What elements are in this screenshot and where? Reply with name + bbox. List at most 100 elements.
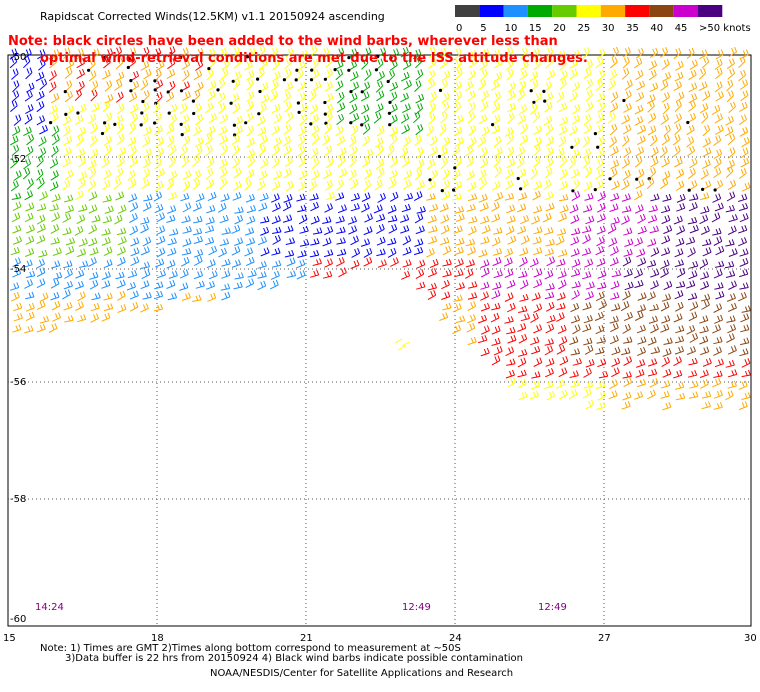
wind-barb (596, 113, 603, 123)
wind-barb (167, 260, 175, 268)
wind-barb (661, 391, 670, 398)
wind-barb (350, 104, 358, 114)
wind-barb (455, 247, 464, 255)
wind-barb (208, 91, 216, 101)
wind-barb (154, 282, 163, 289)
contamination-dot (349, 121, 352, 124)
wind-barb (351, 203, 360, 211)
wind-barb (247, 126, 254, 137)
wind-barb (337, 180, 344, 191)
wind-barb (193, 228, 202, 235)
contamination-dot (438, 155, 441, 158)
wind-barb (296, 260, 304, 268)
wind-barb (542, 82, 551, 93)
wind-barb (183, 181, 190, 192)
wind-barb (560, 205, 569, 213)
wind-barb (10, 101, 17, 112)
wind-barb (221, 270, 230, 278)
wind-barb (37, 259, 45, 268)
wind-barb (25, 248, 33, 256)
wind-barb (637, 136, 645, 145)
wind-barb (466, 239, 475, 246)
contamination-dot (258, 90, 261, 93)
wind-barb (726, 333, 734, 342)
wind-barb (196, 281, 205, 288)
wind-barb (377, 145, 384, 156)
wind-barb (258, 127, 266, 136)
wind-barb (637, 347, 645, 356)
wind-barb (25, 213, 33, 222)
wind-barb (143, 237, 151, 246)
wind-barb (128, 137, 136, 146)
wind-barb (715, 82, 722, 92)
wind-barb (102, 70, 110, 79)
wind-barb (153, 112, 161, 125)
contamination-dot (571, 189, 574, 192)
legend-label: 30 (602, 23, 615, 34)
wind-barb (674, 356, 682, 365)
wind-barb (726, 270, 735, 277)
wind-barb (401, 72, 409, 81)
wind-barb (648, 369, 657, 376)
wind-barb (714, 303, 722, 312)
wind-barb (480, 216, 489, 224)
wind-barb (182, 156, 189, 167)
wind-barb (232, 158, 239, 168)
wind-barb (284, 225, 293, 232)
wind-barb (519, 105, 527, 115)
wind-barb (27, 178, 34, 189)
contamination-dot (180, 123, 183, 126)
wind-barb (609, 238, 617, 247)
wind-barb (742, 137, 750, 147)
wind-barb (390, 257, 398, 266)
wind-barb (209, 271, 217, 279)
wind-barb (402, 157, 409, 167)
wind-barb (714, 180, 723, 192)
wind-barb (688, 248, 696, 258)
wind-barb (234, 238, 243, 246)
wind-barb (192, 103, 201, 115)
wind-barb (700, 272, 709, 280)
wind-barb (715, 203, 723, 211)
wind-barb (103, 112, 112, 124)
wind-barb (534, 358, 542, 367)
wind-barb (348, 216, 357, 224)
wind-barb (207, 293, 215, 302)
wind-barb (662, 158, 670, 167)
wind-barb (336, 257, 344, 266)
wind-barb (283, 69, 291, 82)
wind-barb (596, 246, 604, 255)
wind-barb (456, 68, 462, 79)
wind-barb (192, 156, 199, 167)
wind-barb (115, 192, 123, 200)
wind-barb (622, 401, 631, 409)
wind-barb (650, 48, 658, 58)
wind-barb (596, 169, 604, 179)
wind-barb (246, 279, 254, 288)
wind-barb (533, 112, 540, 123)
wind-barb (362, 193, 370, 202)
wind-barb (673, 135, 680, 146)
wind-barb (636, 70, 644, 80)
wind-barb (24, 326, 33, 333)
wind-barb (675, 290, 683, 299)
wind-barb (89, 205, 97, 214)
wind-barb (363, 124, 370, 135)
wind-barb (664, 281, 672, 290)
wind-barb (703, 138, 711, 148)
wind-barb (480, 203, 488, 211)
wind-barb (49, 82, 56, 93)
wind-barb (117, 157, 125, 167)
wind-barb (23, 168, 30, 179)
wind-barb (310, 193, 319, 200)
wind-barb (531, 103, 538, 114)
wind-barb (469, 102, 476, 113)
wind-barb (622, 68, 629, 79)
wind-barb (519, 294, 528, 301)
wind-barb (77, 69, 85, 79)
wind-barb (309, 181, 316, 191)
wind-barb (79, 261, 88, 268)
contamination-dot (594, 188, 597, 191)
contamination-dot (141, 100, 144, 103)
wind-barb (506, 205, 514, 213)
